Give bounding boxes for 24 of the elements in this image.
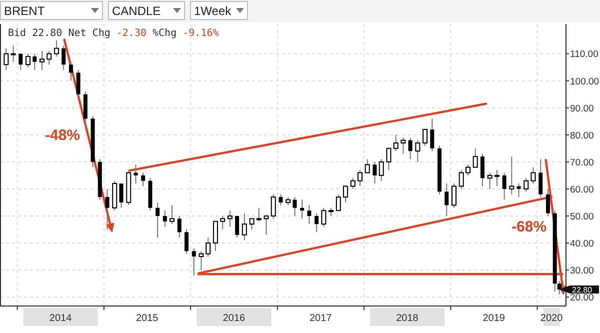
y-tick-label: 90.00 [570,103,594,114]
x-tick-label: 2019 [482,313,506,324]
chart-title: BRENT [4,4,46,18]
x-tick-label: 2014 [49,313,72,324]
y-tick-label: 60.00 [570,184,594,196]
text: 1Week [194,4,232,18]
text: CANDLE [112,4,161,18]
x-tick-label: 2016 [222,313,246,324]
y-tick-label: 20.00 [570,292,594,304]
y-tick-label: 80.00 [570,130,594,142]
x-tick-label: 2018 [396,313,419,324]
x-tick-label: 2017 [309,313,332,324]
annotation: 22.80 [572,286,593,295]
y-tick-label: 110.00 [570,49,598,60]
x-tick-label: 2020 [540,313,564,324]
y-tick-label: 30.00 [570,266,594,277]
y-tick-label: 50.00 [570,211,594,222]
chart-subtitle: Bid 22.80 Net Chg -2.30 %Chg -9.16% [8,28,219,39]
annotation: -48% [45,127,80,144]
y-tick-label: 100.00 [570,76,600,88]
x-tick-label: 2015 [136,313,159,324]
y-tick-label: 40.00 [570,238,594,250]
y-tick-label: 70.00 [570,157,594,168]
annotation: -68% [512,218,547,236]
